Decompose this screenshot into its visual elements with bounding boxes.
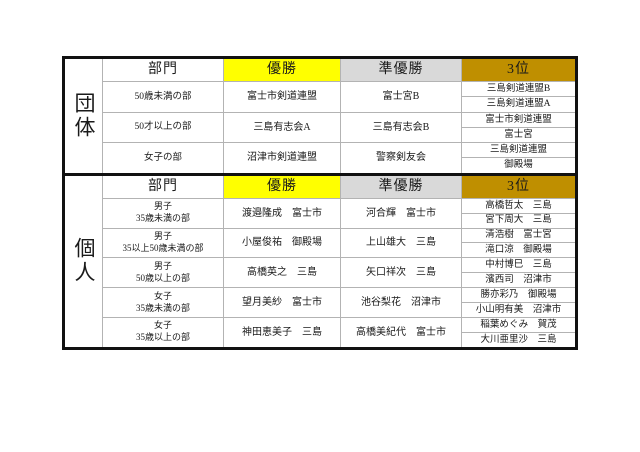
team-section-label: 団体 xyxy=(65,59,102,173)
division-line: 女子 xyxy=(153,320,172,331)
individual-column-header-winner: 優勝 xyxy=(224,175,340,198)
division-line: 50歳以上の部 xyxy=(135,272,190,283)
individual-column-header-runner-up: 準優勝 xyxy=(341,175,461,198)
third-place-cell: 勝亦彩乃 御殿場 xyxy=(462,288,575,303)
third-place-cell: 富士宮 xyxy=(462,127,575,143)
runner-up-cell: 富士宮B xyxy=(341,82,461,112)
division-cell: 男子 50歳以上の部 xyxy=(103,258,223,288)
runner-up-cell: 三島有志会B xyxy=(341,112,461,143)
division-cell: 50歳未満の部 xyxy=(103,82,223,112)
third-place-cell: 御殿場 xyxy=(462,158,575,173)
winner-cell: 望月美紗 富士市 xyxy=(224,288,340,317)
winner-cell: 高橋英之 三島 xyxy=(224,258,340,288)
division-cell: 50才以上の部 xyxy=(103,112,223,143)
division-line: 男子 xyxy=(153,231,172,242)
winner-cell: 三島有志会A xyxy=(224,112,340,143)
winner-cell: 富士市剣道連盟 xyxy=(224,82,340,112)
third-place-cell: 小山明有美 沼津市 xyxy=(462,303,575,317)
division-line: 男子 xyxy=(153,260,172,271)
third-place-cell: 濱西司 沼津市 xyxy=(462,273,575,288)
individual-section-label: 個人 xyxy=(65,175,102,347)
third-place-cell: 稲葉めぐみ 賀茂 xyxy=(462,317,575,332)
team-section: 団体 部門 優勝 準優勝 3位 50歳未満の部 富士市剣道連盟 富士宮B 三島剣… xyxy=(62,56,578,176)
division-line: 35歳以上の部 xyxy=(135,332,190,343)
division-line: 35歳未満の部 xyxy=(135,302,190,313)
third-place-cell: 清浩樹 富士宮 xyxy=(462,228,575,243)
team-column-header-runner-up: 準優勝 xyxy=(341,59,461,81)
third-place-cell: 三島剣道連盟 xyxy=(462,143,575,158)
team-column-header-winner: 優勝 xyxy=(224,59,340,81)
division-cell: 女子の部 xyxy=(103,143,223,173)
winner-cell: 渡邉隆成 富士市 xyxy=(224,198,340,228)
division-cell: 男子 35歳未満の部 xyxy=(103,198,223,228)
runner-up-cell: 上山雄大 三島 xyxy=(341,228,461,258)
runner-up-cell: 河合輝 富士市 xyxy=(341,198,461,228)
third-place-cell: 三島剣道連盟A xyxy=(462,97,575,112)
third-place-cell: 富士市剣道連盟 xyxy=(462,112,575,127)
division-line: 男子 xyxy=(153,201,172,212)
runner-up-cell: 警察剣友会 xyxy=(341,143,461,173)
runner-up-cell: 矢口祥次 三島 xyxy=(341,258,461,288)
third-place-cell: 高橋哲太 三島 xyxy=(462,198,575,213)
runner-up-cell: 池谷梨花 沼津市 xyxy=(341,288,461,317)
division-cell: 女子 35歳以上の部 xyxy=(103,317,223,347)
third-place-cell: 宮下周大 三島 xyxy=(462,213,575,228)
division-line: 女子 xyxy=(153,290,172,301)
individual-section: 個人 部門 優勝 準優勝 3位 男子 35歳未満の部 渡邉隆成 富士市 河合輝 … xyxy=(62,172,578,350)
runner-up-cell: 高橋美紀代 富士市 xyxy=(341,317,461,347)
individual-column-header-third: 3位 xyxy=(462,175,575,198)
division-cell: 男子 35以上50歳未満の部 xyxy=(103,228,223,258)
team-column-header-third: 3位 xyxy=(462,59,575,81)
third-place-cell: 滝口涼 御殿場 xyxy=(462,243,575,258)
third-place-cell: 三島剣道連盟B xyxy=(462,82,575,97)
individual-column-header-division: 部門 xyxy=(103,175,223,198)
team-column-header-division: 部門 xyxy=(103,59,223,81)
tournament-results-table: 団体 部門 優勝 準優勝 3位 50歳未満の部 富士市剣道連盟 富士宮B 三島剣… xyxy=(62,56,578,350)
third-place-cell: 中村博巳 三島 xyxy=(462,258,575,273)
winner-cell: 神田恵美子 三島 xyxy=(224,317,340,347)
winner-cell: 沼津市剣道連盟 xyxy=(224,143,340,173)
winner-cell: 小屋俊祐 御殿場 xyxy=(224,228,340,258)
division-line: 35歳未満の部 xyxy=(135,213,190,224)
division-cell: 女子 35歳未満の部 xyxy=(103,288,223,317)
division-line: 35以上50歳未満の部 xyxy=(122,242,204,253)
third-place-cell: 大川亜里沙 三島 xyxy=(462,332,575,347)
